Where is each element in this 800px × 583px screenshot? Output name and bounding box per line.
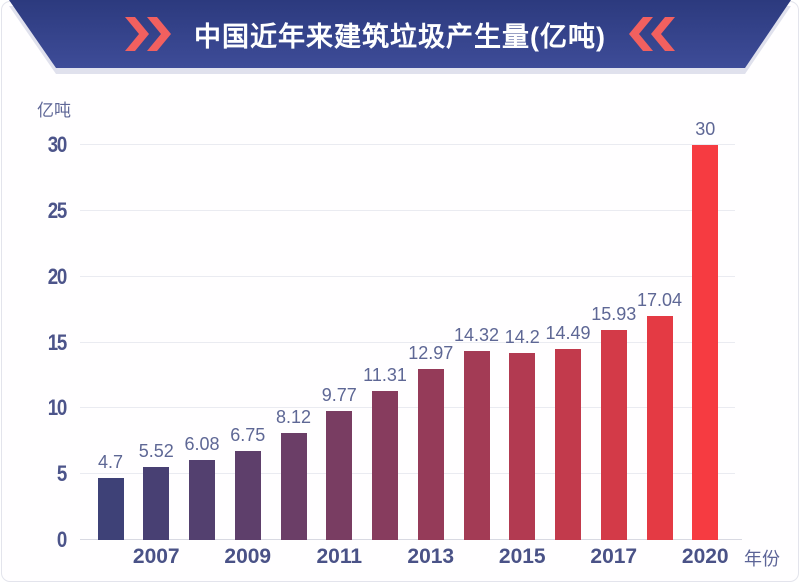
bar-2020 <box>692 145 719 540</box>
x-tick-label: 2015 <box>498 545 546 568</box>
bar-2014 <box>463 351 490 540</box>
bar-2015 <box>509 353 536 540</box>
bar-2010 <box>280 433 307 540</box>
bar-chart-plot-area: 0 5 10 15 20 25 30 4.7 5.52 2007 6.08 6.75 2009 8.12 9… <box>48 119 742 568</box>
x-tick-label: 2007 <box>132 545 180 568</box>
bar-2008 <box>189 459 215 540</box>
bar-value-label: 9.77 <box>321 385 357 406</box>
bar-value-label: 30 <box>695 119 716 139</box>
title-banner: 中国近年来建筑垃圾产生量(亿吨) <box>9 0 791 68</box>
x-tick-label: 2017 <box>590 545 638 568</box>
double-chevron-right-icon <box>124 17 172 51</box>
bar-value-label: 6.75 <box>230 425 266 446</box>
bar-value-label: 14.32 <box>453 325 500 346</box>
y-tick-label: 25 <box>47 197 68 223</box>
x-axis-title: 年份 <box>744 549 780 569</box>
gridline <box>80 341 735 343</box>
bar-2016 <box>555 349 581 540</box>
bar-value-label: 14.49 <box>545 323 591 344</box>
bar-value-label: 6.08 <box>184 433 220 454</box>
y-tick-label: 0 <box>56 527 67 552</box>
gridline <box>80 209 735 211</box>
bar-2013 <box>417 369 444 540</box>
x-tick-label: 2009 <box>224 545 272 568</box>
x-tick-label: 2013 <box>407 545 455 568</box>
y-tick-label: 10 <box>47 395 68 421</box>
bar-2011 <box>326 411 353 540</box>
x-tick-label: 2020 <box>681 545 729 568</box>
gridline <box>80 275 735 277</box>
bar-value-label: 17.04 <box>636 289 683 310</box>
bar-2018 <box>646 315 673 540</box>
gridline <box>80 473 735 475</box>
bar-2006 <box>97 478 124 540</box>
gridline <box>80 407 735 409</box>
y-tick-label: 30 <box>47 132 68 157</box>
bar-value-label: 11.31 <box>363 365 407 386</box>
x-axis-line <box>80 539 742 540</box>
bar-value-label: 5.52 <box>138 441 174 462</box>
bar-2007 <box>143 467 170 540</box>
y-tick-label: 20 <box>47 263 68 289</box>
bar-2012 <box>372 391 398 540</box>
double-chevron-left-icon <box>628 17 676 51</box>
y-axis-unit-label: 亿吨 <box>37 101 71 120</box>
bar-value-label: 12.97 <box>408 343 454 364</box>
page-title: 中国近年来建筑垃圾产生量(亿吨) <box>194 21 606 52</box>
y-tick-label: 15 <box>47 329 68 355</box>
bar-2009 <box>234 451 261 540</box>
bar-value-label: 8.12 <box>275 407 312 428</box>
bar-value-label: 4.7 <box>97 452 124 473</box>
y-tick-label: 5 <box>56 461 67 487</box>
bar-value-label: 15.93 <box>591 304 637 325</box>
x-tick-label: 2011 <box>316 545 363 568</box>
bar-2017 <box>600 330 627 540</box>
bar-value-label: 14.2 <box>504 327 540 348</box>
gridline <box>80 144 735 145</box>
